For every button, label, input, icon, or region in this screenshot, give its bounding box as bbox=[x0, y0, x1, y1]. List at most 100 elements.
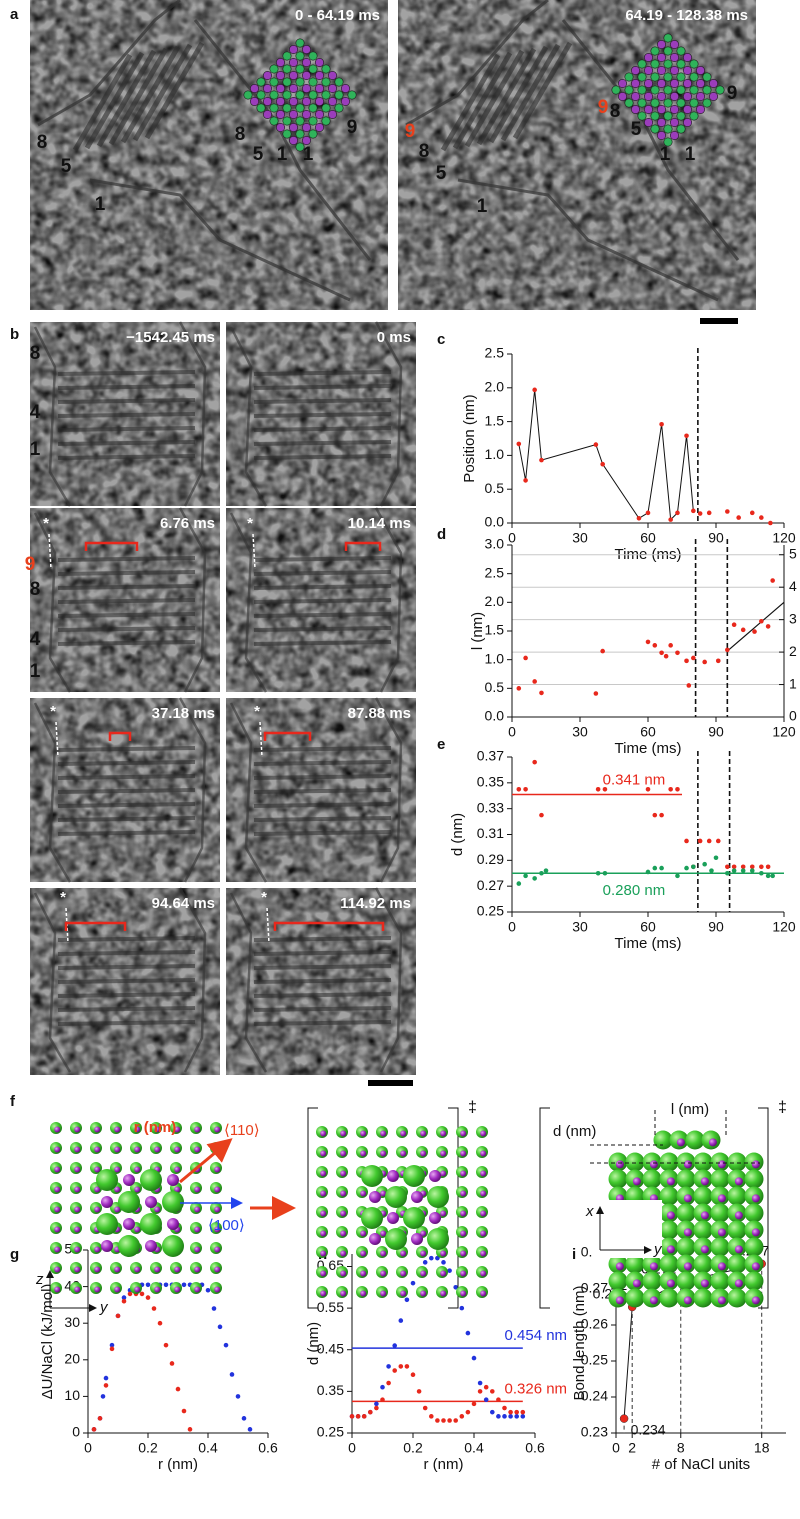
atom bbox=[670, 105, 678, 113]
x-tick-label: 60 bbox=[640, 724, 656, 740]
data-point bbox=[766, 874, 771, 879]
timestamp: 10.14 ms bbox=[348, 515, 411, 532]
atom bbox=[480, 1191, 486, 1197]
atom bbox=[296, 78, 304, 86]
atom bbox=[340, 1271, 346, 1277]
data-point bbox=[675, 787, 680, 792]
atom bbox=[633, 1177, 641, 1185]
atom bbox=[309, 91, 317, 99]
lattice-fringe bbox=[254, 558, 391, 560]
lattice-fringe bbox=[58, 442, 195, 444]
atom bbox=[657, 53, 665, 61]
atom bbox=[114, 1167, 120, 1173]
data-point bbox=[496, 1414, 501, 1419]
atom bbox=[315, 97, 323, 105]
atom bbox=[145, 1196, 157, 1208]
label: 1 bbox=[303, 144, 314, 165]
data-point bbox=[646, 640, 651, 645]
atom bbox=[380, 1291, 386, 1297]
atom bbox=[683, 105, 691, 113]
data-point bbox=[659, 813, 664, 818]
y-axis-title: Bond length (nm) bbox=[571, 1285, 588, 1400]
atom bbox=[633, 1279, 641, 1287]
atom bbox=[276, 58, 284, 66]
data-point bbox=[152, 1306, 157, 1311]
y-tick-label: 0.31 bbox=[477, 825, 504, 841]
data-point bbox=[517, 787, 522, 792]
data-point bbox=[140, 1292, 145, 1297]
atom bbox=[270, 78, 278, 86]
label: 1 bbox=[95, 194, 106, 215]
data-label: 0.234 bbox=[631, 1421, 666, 1437]
lattice-fringe bbox=[254, 456, 391, 458]
data-point bbox=[668, 517, 673, 522]
atom bbox=[664, 73, 672, 81]
atom bbox=[670, 79, 678, 87]
data-point bbox=[92, 1427, 97, 1432]
x-tick-label: 30 bbox=[572, 724, 588, 740]
data-point bbox=[380, 1397, 385, 1402]
lattice-fringe bbox=[254, 572, 391, 574]
atom bbox=[690, 112, 698, 120]
data-point bbox=[429, 1256, 434, 1261]
atom bbox=[360, 1151, 366, 1157]
data-point bbox=[698, 511, 703, 516]
lattice-fringe bbox=[254, 762, 391, 764]
atom bbox=[263, 110, 271, 118]
atom bbox=[74, 1227, 80, 1233]
atom bbox=[309, 78, 317, 86]
data-point bbox=[104, 1383, 109, 1388]
data-point bbox=[766, 864, 771, 869]
atom bbox=[361, 1165, 383, 1187]
data-point bbox=[368, 1410, 373, 1415]
atom bbox=[134, 1227, 140, 1233]
data-point bbox=[653, 813, 658, 818]
atom bbox=[74, 1167, 80, 1173]
atom bbox=[440, 1211, 446, 1217]
panel-letter: e bbox=[437, 736, 445, 753]
data-point bbox=[544, 868, 549, 873]
atom bbox=[114, 1267, 120, 1273]
atom bbox=[694, 1255, 713, 1274]
atom bbox=[400, 1271, 406, 1277]
timestamp: 114.92 ms bbox=[340, 895, 411, 912]
atom bbox=[54, 1187, 60, 1193]
data-point bbox=[725, 864, 730, 869]
y2-tick-label: 4 bbox=[789, 578, 797, 594]
atom bbox=[728, 1187, 747, 1206]
panel-letter: f bbox=[10, 1093, 16, 1110]
atom bbox=[320, 1171, 326, 1177]
data-point bbox=[770, 578, 775, 583]
atom bbox=[270, 91, 278, 99]
data-point bbox=[484, 1385, 489, 1390]
annotation: ⟨110⟩ bbox=[224, 1122, 260, 1139]
data-point bbox=[472, 1356, 477, 1361]
lattice-fringe bbox=[58, 642, 195, 644]
atom bbox=[735, 1245, 743, 1253]
data-point bbox=[517, 881, 522, 886]
panel-letter: d bbox=[437, 526, 446, 543]
atom bbox=[320, 1271, 326, 1277]
x-tick-label: 120 bbox=[772, 530, 796, 546]
atom bbox=[340, 1151, 346, 1157]
atom bbox=[167, 1218, 179, 1230]
atom bbox=[276, 97, 284, 105]
atom bbox=[162, 1235, 184, 1257]
atom bbox=[752, 1160, 760, 1168]
data-point bbox=[725, 648, 730, 653]
atom bbox=[480, 1131, 486, 1137]
atom bbox=[167, 1174, 179, 1186]
x-axis-title: # of NaCl units bbox=[652, 1456, 750, 1473]
data-point bbox=[752, 629, 757, 634]
data-point bbox=[146, 1295, 151, 1300]
atom bbox=[380, 1231, 386, 1237]
lattice-fringe bbox=[254, 748, 391, 750]
atom bbox=[360, 1191, 366, 1197]
atom bbox=[276, 71, 284, 79]
data-point bbox=[768, 521, 773, 526]
atom bbox=[626, 1153, 645, 1172]
atom bbox=[276, 84, 284, 92]
data-point bbox=[478, 1381, 483, 1386]
atom bbox=[684, 1160, 692, 1168]
atom bbox=[214, 1167, 220, 1173]
